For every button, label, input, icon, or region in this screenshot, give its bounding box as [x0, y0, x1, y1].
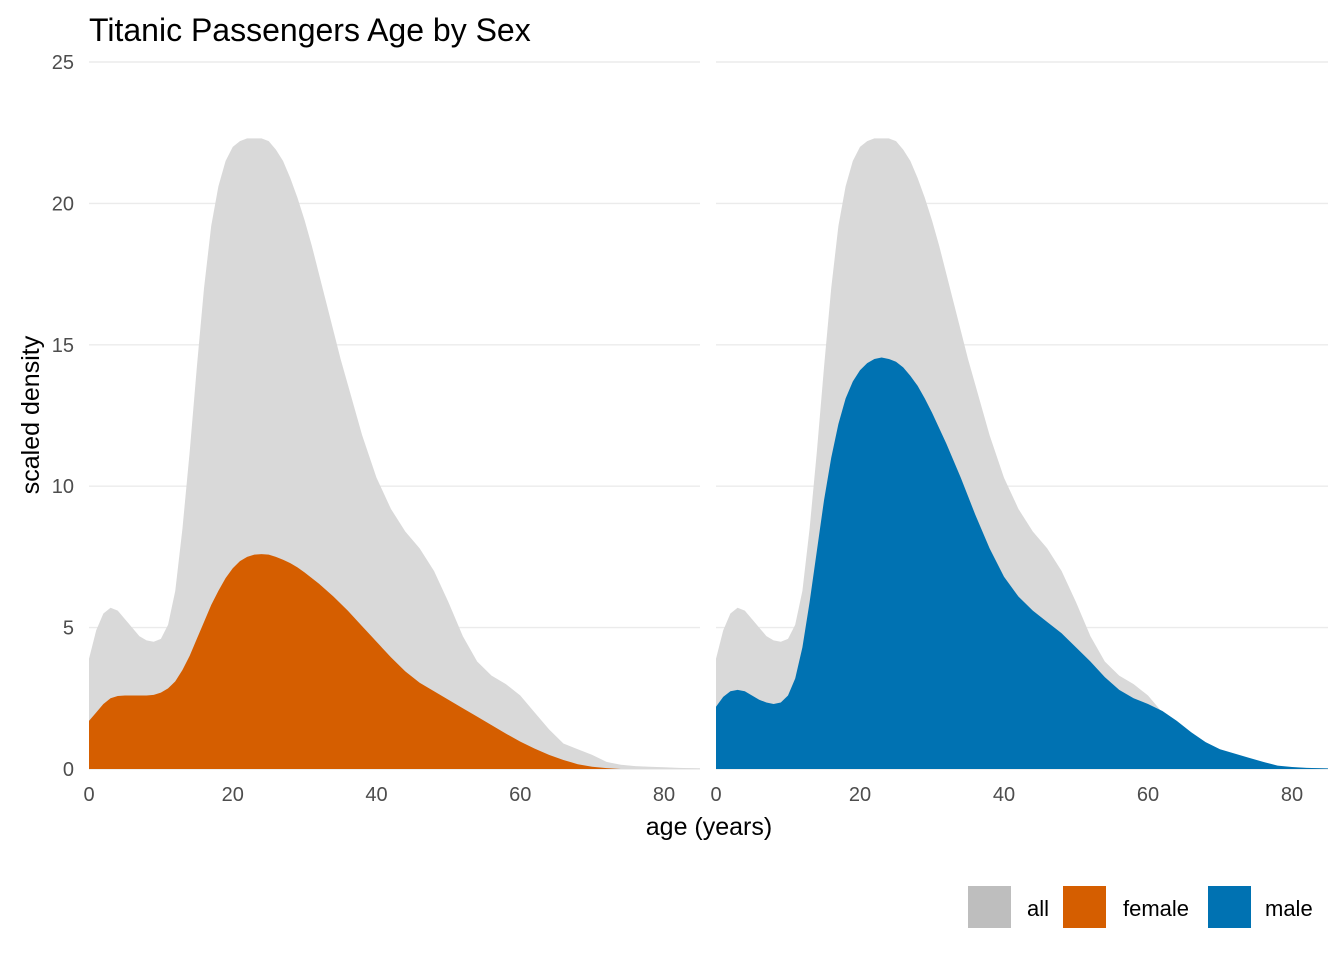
- legend-label-female: female: [1123, 896, 1189, 921]
- y-tick-label: 25: [52, 52, 74, 74]
- panel-male: [716, 138, 1328, 770]
- x-tick-label: 0: [710, 784, 721, 806]
- panel-female: [89, 138, 700, 770]
- x-axis-label: age (years): [646, 813, 772, 841]
- x-tick-label: 40: [993, 784, 1015, 806]
- x-tick-label: 20: [849, 784, 871, 806]
- legend-swatch-male: [1208, 886, 1251, 928]
- y-axis-ticks: 0 5 10 15 20 25: [52, 52, 74, 781]
- x-tick-label: 80: [1281, 784, 1303, 806]
- legend-swatch-female: [1063, 886, 1106, 928]
- y-tick-label: 20: [52, 193, 74, 215]
- legend-swatch-all: [968, 886, 1011, 928]
- x-tick-label: 60: [509, 784, 531, 806]
- y-tick-label: 5: [63, 618, 74, 640]
- x-tick-label: 20: [222, 784, 244, 806]
- area-male: [716, 357, 1328, 769]
- x-axis-ticks: 0 20 40 60 80 0 20 40 60 80: [83, 784, 1303, 806]
- legend: all female male: [968, 886, 1313, 928]
- legend-label-male: male: [1265, 896, 1313, 921]
- y-tick-label: 15: [52, 335, 74, 357]
- y-tick-label: 0: [63, 759, 74, 781]
- x-tick-label: 40: [365, 784, 387, 806]
- legend-label-all: all: [1027, 896, 1049, 921]
- x-tick-label: 60: [1137, 784, 1159, 806]
- x-tick-label: 80: [653, 784, 675, 806]
- x-tick-label: 0: [83, 784, 94, 806]
- chart-title: Titanic Passengers Age by Sex: [89, 12, 531, 48]
- area-female: [89, 554, 621, 769]
- y-tick-label: 10: [52, 476, 74, 498]
- y-axis-label: scaled density: [17, 335, 45, 494]
